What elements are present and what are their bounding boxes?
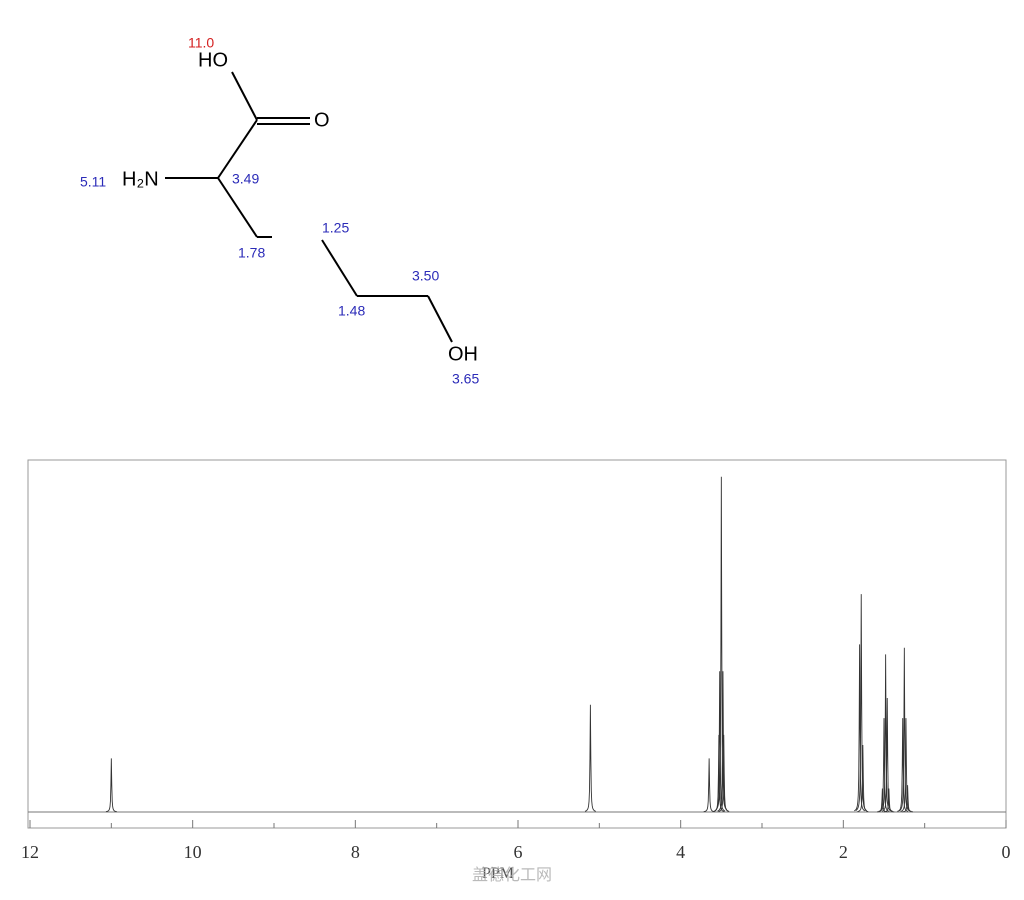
molecule: HO O H₂N OH 11.0 5.11 3.49 1.78 1.25 1.4… — [80, 35, 479, 387]
bond — [427, 295, 453, 343]
peak — [715, 476, 728, 811]
atom-label: HO — [198, 49, 228, 71]
peak — [703, 758, 715, 813]
x-tick-label: 12 — [21, 842, 39, 862]
peak — [857, 744, 869, 812]
shift-label: 3.50 — [412, 268, 439, 284]
peak — [105, 758, 117, 813]
atom-label: H₂N — [122, 168, 159, 190]
atom-label: O — [314, 109, 330, 131]
x-tick-label: 4 — [676, 842, 685, 862]
shift-label: 5.11 — [80, 174, 106, 190]
shift-label: 3.65 — [452, 371, 479, 387]
x-tick-label: 10 — [184, 842, 202, 862]
plot-frame — [27, 459, 1007, 829]
shift-label: 3.49 — [232, 171, 259, 187]
atom-label: OH — [448, 343, 478, 365]
shift-label: 1.78 — [238, 245, 265, 261]
bond — [217, 177, 258, 238]
peak — [855, 594, 867, 811]
bond — [231, 71, 258, 121]
peak — [883, 788, 895, 813]
x-tick-label: 6 — [514, 842, 523, 862]
shift-label: 11.0 — [188, 35, 214, 51]
peak — [584, 704, 596, 812]
peak — [902, 785, 914, 813]
watermark: 盖德化工网 — [472, 865, 552, 884]
x-tick-label: 0 — [1002, 842, 1011, 862]
x-axis-label: PPM — [482, 865, 514, 882]
bond — [217, 119, 258, 179]
shift-label: 1.25 — [322, 220, 349, 236]
bond — [321, 239, 358, 297]
x-tick-label: 8 — [351, 842, 360, 862]
x-tick-label: 2 — [839, 842, 848, 862]
peak — [854, 644, 866, 812]
peak — [898, 647, 910, 812]
peak — [718, 734, 730, 812]
shift-label: 1.48 — [338, 303, 365, 319]
peak — [880, 654, 892, 812]
